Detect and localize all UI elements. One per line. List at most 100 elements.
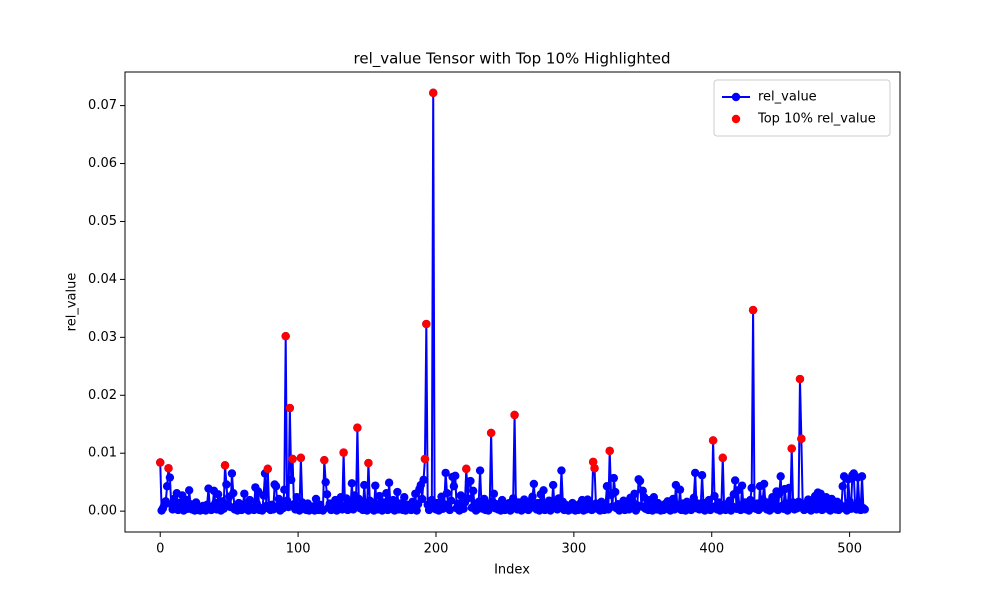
data-point <box>347 479 357 488</box>
data-point <box>768 493 777 502</box>
y-tick-label: 0.00 <box>88 504 117 519</box>
data-point <box>222 480 231 489</box>
data-point <box>220 461 230 470</box>
data-point <box>400 493 409 502</box>
data-point <box>675 485 685 494</box>
data-point <box>311 494 321 504</box>
data-point <box>462 464 471 474</box>
data-point <box>697 471 707 480</box>
data-point <box>162 482 172 491</box>
data-point <box>480 494 489 504</box>
data-point <box>280 485 289 494</box>
data-point <box>292 493 301 502</box>
data-point <box>668 494 678 504</box>
x-tick-label: 200 <box>424 542 449 557</box>
data-point <box>322 490 332 499</box>
data-point <box>288 454 297 464</box>
data-point <box>466 476 475 486</box>
data-point <box>590 464 599 473</box>
data-point <box>245 495 255 505</box>
data-point <box>744 506 754 515</box>
data-point <box>296 453 306 463</box>
x-tick-label: 400 <box>699 542 724 557</box>
data-point <box>690 468 700 478</box>
y-axis-label: rel_value <box>65 273 80 332</box>
data-point <box>420 454 430 464</box>
data-point <box>285 403 295 413</box>
data-point <box>529 479 539 489</box>
data-point <box>227 469 237 478</box>
data-point <box>775 489 784 498</box>
data-point <box>649 493 659 502</box>
data-point <box>475 466 485 475</box>
data-point <box>528 492 537 501</box>
data-point <box>787 444 796 453</box>
data-point <box>797 434 806 443</box>
data-point <box>602 482 612 491</box>
y-tick-label: 0.02 <box>88 388 117 403</box>
data-point <box>469 486 478 496</box>
data-point <box>635 476 645 486</box>
plot-frame <box>124 71 901 533</box>
legend-label: rel_value <box>758 90 817 105</box>
data-point <box>445 505 454 515</box>
y-tick-label: 0.07 <box>88 98 117 113</box>
data-point <box>429 88 438 98</box>
data-point <box>730 476 740 485</box>
data-point <box>689 493 699 503</box>
data-point <box>339 448 348 457</box>
data-point <box>282 496 292 505</box>
data-point <box>486 428 496 438</box>
data-point <box>857 472 867 481</box>
x-tick-label: 300 <box>561 542 586 557</box>
x-tick-label: 100 <box>286 542 311 557</box>
data-point <box>548 480 558 490</box>
data-point <box>456 491 465 500</box>
x-axis-label: Index <box>494 563 530 578</box>
data-point <box>759 479 769 489</box>
data-point <box>489 489 499 498</box>
data-point <box>184 486 194 495</box>
data-point <box>320 455 329 465</box>
data-point <box>609 473 619 483</box>
data-point <box>375 491 384 501</box>
data-point <box>360 480 369 490</box>
data-point <box>747 483 756 493</box>
data-point <box>419 475 428 485</box>
data-point <box>165 473 175 482</box>
data-point <box>737 481 747 490</box>
legend-box <box>713 79 891 137</box>
y-tick-label: 0.04 <box>88 272 117 287</box>
x-tick-label: 0 <box>156 542 164 557</box>
data-point <box>557 466 566 475</box>
data-point <box>417 494 427 504</box>
data-point <box>718 453 727 463</box>
data-point <box>441 468 450 478</box>
data-point <box>449 482 459 491</box>
legend-marker <box>731 92 741 102</box>
data-point <box>860 505 869 514</box>
data-point <box>746 495 755 505</box>
x-tick-label: 500 <box>837 542 862 557</box>
data-point <box>784 483 794 493</box>
data-point <box>412 506 421 515</box>
data-point <box>156 458 165 467</box>
data-point <box>240 489 249 498</box>
data-point <box>422 319 431 329</box>
data-point <box>281 331 290 341</box>
data-point <box>393 487 402 497</box>
data-point <box>611 487 620 497</box>
data-point <box>287 475 296 485</box>
data-point <box>845 497 854 506</box>
data-point <box>451 471 460 481</box>
data-point <box>164 464 173 473</box>
data-point <box>630 489 639 498</box>
data-point <box>605 446 614 456</box>
data-point <box>588 457 598 467</box>
legend-label: Top 10% rel_value <box>757 112 876 127</box>
data-point <box>795 374 805 384</box>
data-point <box>484 506 493 515</box>
legend-marker <box>731 114 741 124</box>
